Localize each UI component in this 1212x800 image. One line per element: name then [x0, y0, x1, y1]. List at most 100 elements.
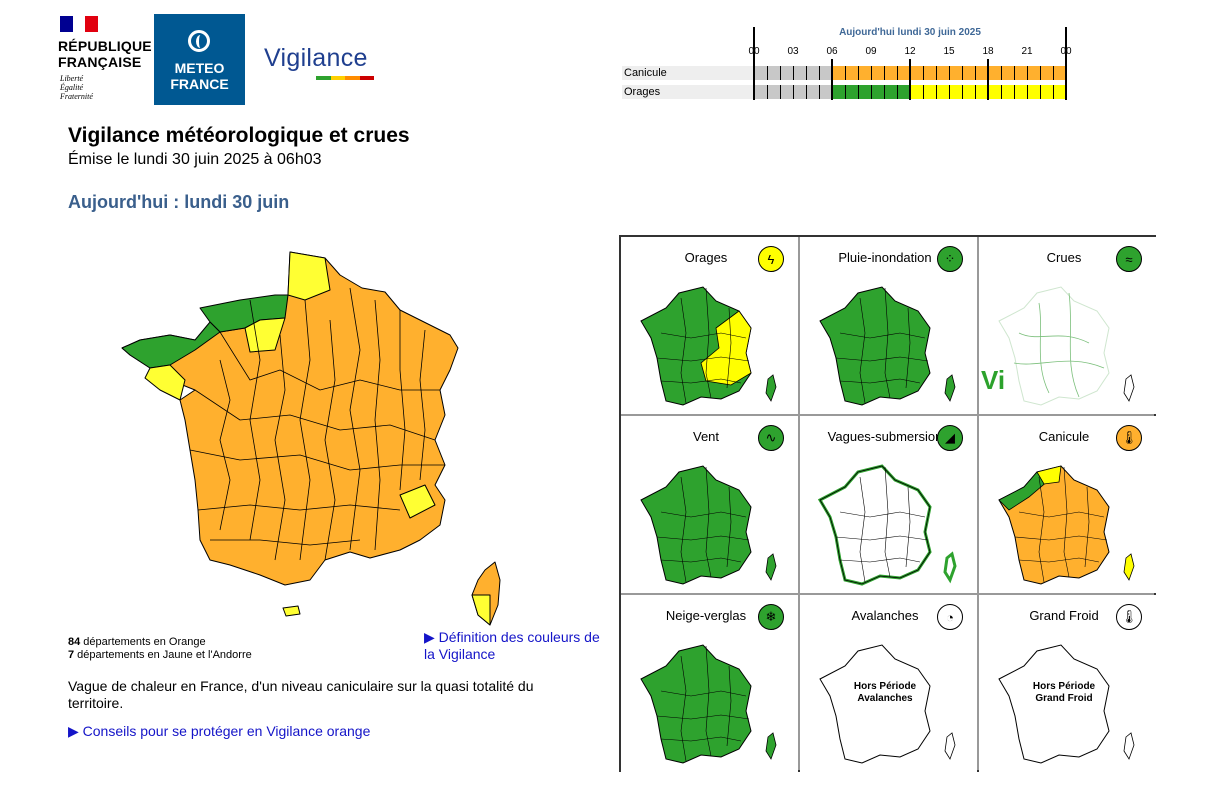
republique-francaise-logo: RÉPUBLIQUE FRANÇAISE — [58, 38, 152, 70]
timeline-hour-tick — [936, 85, 937, 99]
timeline-hour-tick — [1001, 85, 1002, 99]
mini-map-yellow-zone — [1036, 465, 1062, 485]
timeline-hour-tick — [936, 66, 937, 80]
phenomenon-tile-crues[interactable]: Crues ≈ Vi — [979, 237, 1156, 414]
timeline-hour-tick — [793, 66, 794, 80]
timeline-hour-tick — [1014, 66, 1015, 80]
timeline-hour-tick — [1027, 66, 1028, 80]
meteo-line-2: FRANCE — [170, 76, 229, 92]
timeline-hour-tick — [845, 66, 846, 80]
department-counts: 84 départements en Orange 7 départements… — [68, 636, 252, 662]
phenomenon-tile-grand-froid[interactable]: Grand Froid 🌡 Hors Période Grand Froid — [979, 595, 1156, 772]
mini-map-mainland — [998, 644, 1110, 764]
timeline-hour-tick — [871, 66, 872, 80]
phenomenon-tile-neige-verglas[interactable]: Neige-verglas ❄ — [621, 595, 798, 772]
timeline-hour-label: 12 — [904, 46, 916, 57]
timeline-hour-tick — [819, 66, 820, 80]
timeline-hour-tick — [1040, 66, 1041, 80]
map-normandie-yellow — [244, 317, 286, 353]
france-vigilance-map[interactable] — [100, 240, 520, 630]
phenomenon-tile-avalanches[interactable]: Avalanches ◔ Hors Période Avalanches — [800, 595, 977, 772]
timeline-major-tick — [909, 59, 911, 100]
mini-map-departments — [835, 287, 929, 404]
timeline-hour-label: 21 — [1021, 46, 1033, 57]
phenomenon-tile-pluie-inondation[interactable]: Pluie-inondation ⁘ — [800, 237, 977, 414]
orange-count-text: départements en Orange — [80, 636, 206, 648]
timeline-hour-tick — [1001, 66, 1002, 80]
phenomenon-tile-vent[interactable]: Vent ∿ — [621, 416, 798, 593]
timeline-hour-label: 18 — [982, 46, 994, 57]
phenomenon-map — [640, 644, 777, 764]
timeline-hour-tick — [897, 66, 898, 80]
timeline-major-tick — [987, 59, 989, 100]
map-alps-yellow — [399, 484, 436, 519]
timeline-hour-tick — [806, 85, 807, 99]
off-season-line-2: Grand Froid — [1035, 693, 1093, 704]
situation-description: Vague de chaleur en France, d'un niveau … — [68, 678, 534, 711]
timeline-major-tick — [1065, 27, 1067, 100]
orange-count-line: 84 départements en Orange — [68, 636, 252, 649]
yellow-count: 7 — [68, 649, 75, 661]
color-definition-link[interactable]: ▶ Définition des couleurs de la Vigilanc… — [424, 629, 600, 662]
map-mainland — [121, 251, 459, 586]
timeline-hour-tick — [845, 85, 846, 99]
phenomenon-map — [640, 286, 777, 406]
timeline-hour-tick — [884, 66, 885, 80]
vigilance-logo[interactable]: Vigilance — [264, 44, 368, 72]
mini-map-mainland — [640, 465, 752, 585]
mini-map-corsica — [765, 732, 777, 760]
meteo-line-1: METEO — [174, 60, 225, 76]
phenomenon-title: Crues — [1046, 250, 1082, 265]
timeline-hour-tick — [858, 66, 859, 80]
phenomenon-map — [817, 464, 957, 586]
mini-map-departments — [835, 466, 929, 583]
timeline-hour-tick — [897, 85, 898, 99]
timeline-hour-tick — [780, 66, 781, 80]
phenomenon-tile-vagues-submersion[interactable]: Vagues-submersion ◢ — [800, 416, 977, 593]
timeline-hour-tick — [949, 85, 950, 99]
mini-map-corsica — [1123, 553, 1135, 581]
phenomenon-tile-orages[interactable]: Orages ϟ — [621, 237, 798, 414]
timeline-hour-label: 06 — [826, 46, 838, 57]
map-nord-yellow — [287, 251, 331, 301]
timeline-hour-tick — [1014, 85, 1015, 99]
mini-map-departments — [656, 466, 750, 583]
mini-map-mainland — [640, 644, 752, 764]
timeline-row-canicule[interactable]: Canicule — [622, 66, 1066, 80]
mini-map-rivers — [1013, 292, 1105, 398]
phenomenon-title: Neige-verglas — [665, 608, 747, 623]
advice-orange-link[interactable]: ▶ Conseils pour se protéger en Vigilance… — [68, 723, 371, 739]
off-season-line-1: Hors Période — [1032, 681, 1096, 692]
motto-1: Liberté — [60, 74, 84, 83]
republic-line-1: RÉPUBLIQUE — [58, 38, 152, 54]
timeline-hour-tick — [962, 66, 963, 80]
thermometer-cold-icon: 🌡 — [1116, 604, 1142, 630]
timeline-hour-tick — [884, 85, 885, 99]
timeline-hour-tick — [1027, 85, 1028, 99]
timeline-hour-tick — [923, 66, 924, 80]
off-season-label: Hors Période Avalanches — [800, 681, 970, 705]
timeline-row-orages[interactable]: Orages — [622, 85, 1066, 99]
phenomenon-title: Vagues-submersion — [827, 429, 943, 444]
mini-map-corsica — [944, 732, 956, 760]
map-bretagne-yellow — [144, 364, 186, 401]
timeline-hour-tick — [819, 85, 820, 99]
mini-map-mainland — [817, 464, 932, 586]
french-flag-icon — [60, 16, 99, 32]
timeline-hour-tick — [975, 85, 976, 99]
timeline-label: Orages — [622, 85, 753, 99]
vigicrues-logo[interactable]: Vi — [981, 365, 1006, 395]
phenomenon-title: Grand Froid — [1029, 608, 1099, 623]
mini-map-corsica — [1123, 374, 1135, 402]
phenomenon-map — [819, 286, 956, 406]
timeline-hour-label: 09 — [865, 46, 877, 57]
meteo-france-icon — [188, 30, 210, 52]
phenomenon-map — [998, 465, 1135, 585]
meteo-france-logo[interactable]: METEO FRANCE — [154, 14, 245, 105]
off-season-label: Hors Période Grand Froid — [979, 681, 1149, 705]
mini-map-yellow-zone — [700, 310, 752, 386]
mini-map-corsica — [1123, 732, 1135, 760]
timeline-title: Aujourd'hui lundi 30 juin 2025 — [839, 27, 981, 38]
phenomenon-tile-canicule[interactable]: Canicule 🌡 — [979, 416, 1156, 593]
phenomenon-title: Canicule — [1038, 429, 1090, 444]
